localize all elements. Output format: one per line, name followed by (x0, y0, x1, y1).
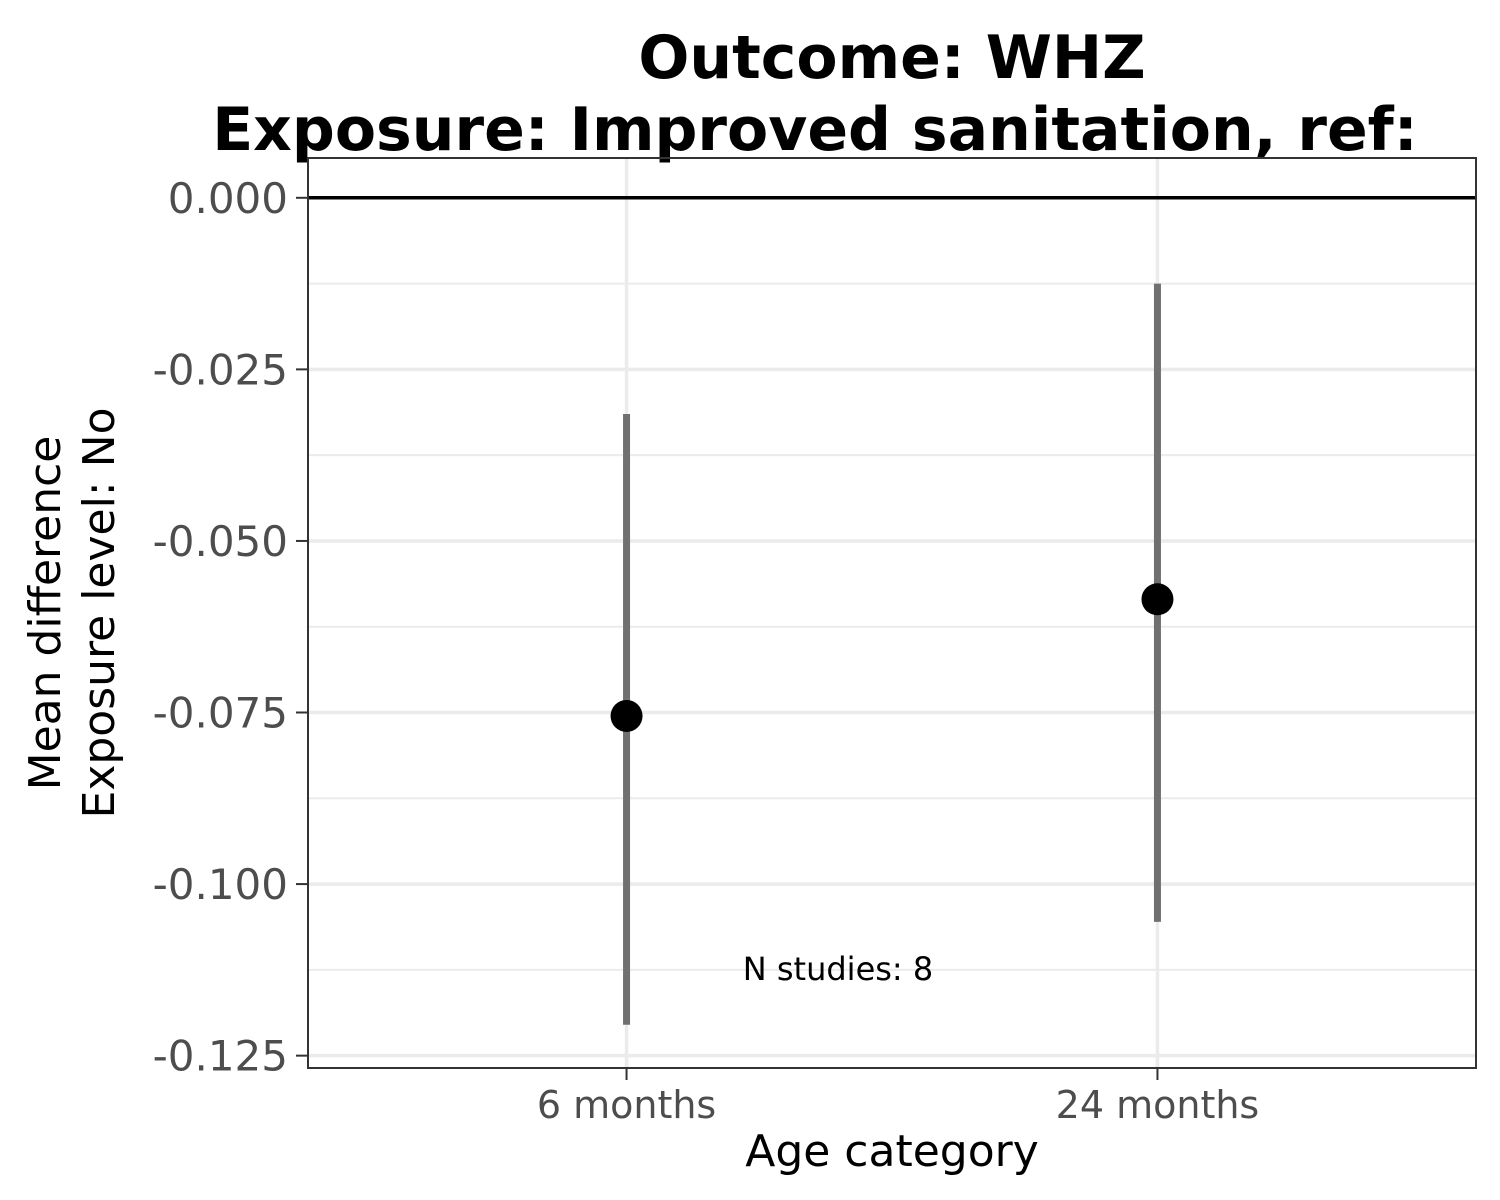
y-tick-label: -0.075 (153, 689, 288, 738)
x-tick-label: 6 months (537, 1083, 716, 1127)
chart-title-line2: Exposure: Improved sanitation, ref: (212, 95, 1418, 165)
y-tick-label: -0.025 (153, 345, 288, 394)
y-axis-title-line1: Mean difference (20, 436, 71, 791)
major-gridlines (308, 158, 1476, 1068)
x-axis: 6 months 24 months (537, 1068, 1259, 1127)
x-tick-label: 24 months (1056, 1083, 1260, 1127)
chart-title-line1: Outcome: WHZ (638, 23, 1145, 93)
y-tick-label: -0.100 (153, 860, 288, 909)
y-tick-label: -0.050 (153, 517, 288, 566)
y-axis-title-line2: Exposure level: No (74, 408, 125, 819)
estimate-point (610, 699, 643, 732)
minor-gridlines (308, 282, 1476, 971)
x-axis-title: Age category (745, 1126, 1039, 1177)
y-axis: 0.000 -0.025 -0.050 -0.075 -0.100 -0.125 (153, 174, 308, 1081)
n-studies-annotation: N studies: 8 (743, 950, 933, 988)
data-marks (610, 283, 1174, 1025)
estimate-point (1141, 583, 1174, 616)
y-tick-label: -0.125 (153, 1032, 288, 1081)
y-tick-label: 0.000 (168, 174, 288, 223)
plot-border (307, 157, 1477, 1069)
